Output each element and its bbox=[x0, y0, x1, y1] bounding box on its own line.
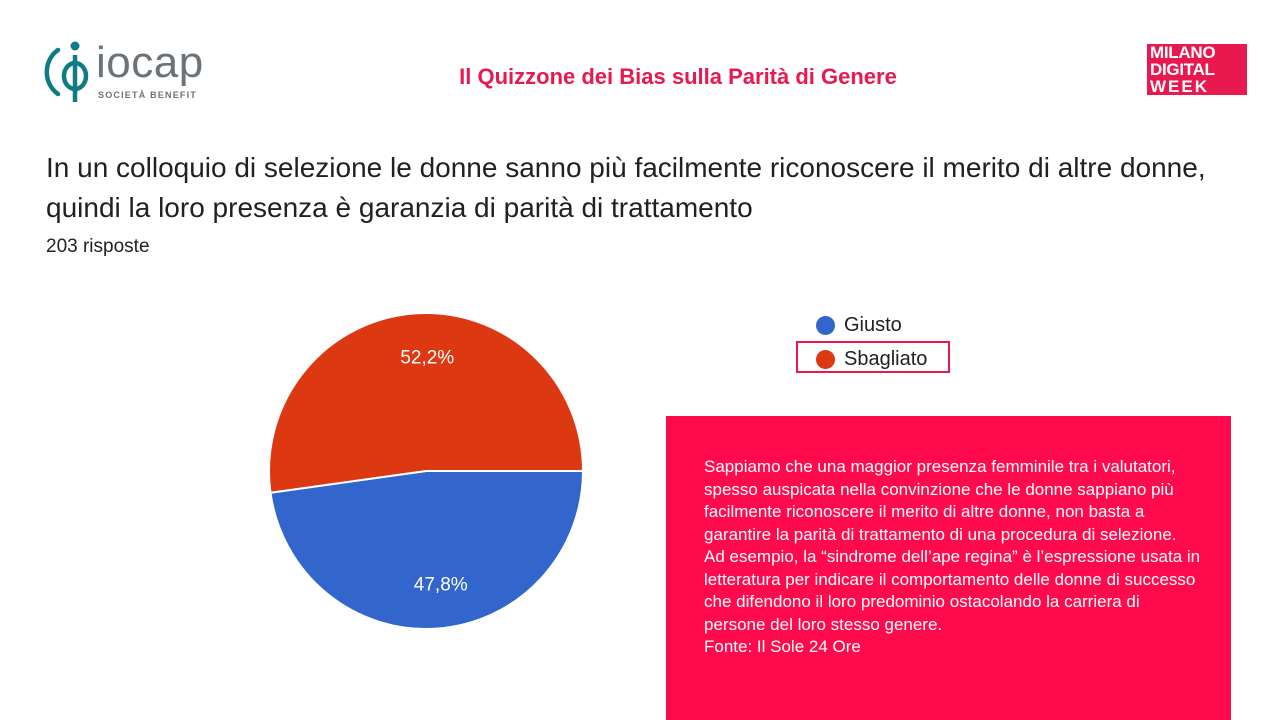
response-count: 203 risposte bbox=[46, 236, 150, 257]
logo-line-1: MILANO bbox=[1147, 44, 1247, 61]
page-title: Il Quizzone dei Bias sulla Parità di Gen… bbox=[459, 64, 897, 89]
info-box-text: Sappiamo che una maggior presenza femmin… bbox=[704, 457, 1201, 656]
iocap-logo: iocap SOCIETÀ BENEFIT bbox=[40, 34, 240, 106]
pie-slice-sbagliato bbox=[268, 311, 585, 494]
pie-label-giusto: 47,8% bbox=[414, 574, 468, 595]
logo-line-3: WEEK bbox=[1147, 78, 1247, 95]
iocap-logo-mark-icon bbox=[44, 41, 89, 102]
legend-swatch-sbagliato bbox=[816, 350, 835, 369]
legend-highlight-box bbox=[796, 341, 950, 373]
pie-label-sbagliato: 52,2% bbox=[400, 348, 454, 369]
legend-swatch-giusto bbox=[816, 316, 835, 335]
info-box: Sappiamo che una maggior presenza femmin… bbox=[666, 416, 1231, 720]
logo-subtitle: SOCIETÀ BENEFIT bbox=[98, 90, 198, 100]
pie-slice-giusto bbox=[269, 470, 585, 630]
logo-wordmark: iocap bbox=[96, 38, 204, 87]
legend-label-giusto: Giusto bbox=[844, 314, 902, 336]
legend-label-sbagliato: Sbagliato bbox=[844, 348, 928, 370]
milano-digital-week-logo: MILANO DIGITAL WEEK bbox=[1147, 44, 1247, 95]
logo-line-2: DIGITAL bbox=[1147, 61, 1247, 78]
question-text: In un colloquio di selezione le donne sa… bbox=[46, 152, 1206, 223]
